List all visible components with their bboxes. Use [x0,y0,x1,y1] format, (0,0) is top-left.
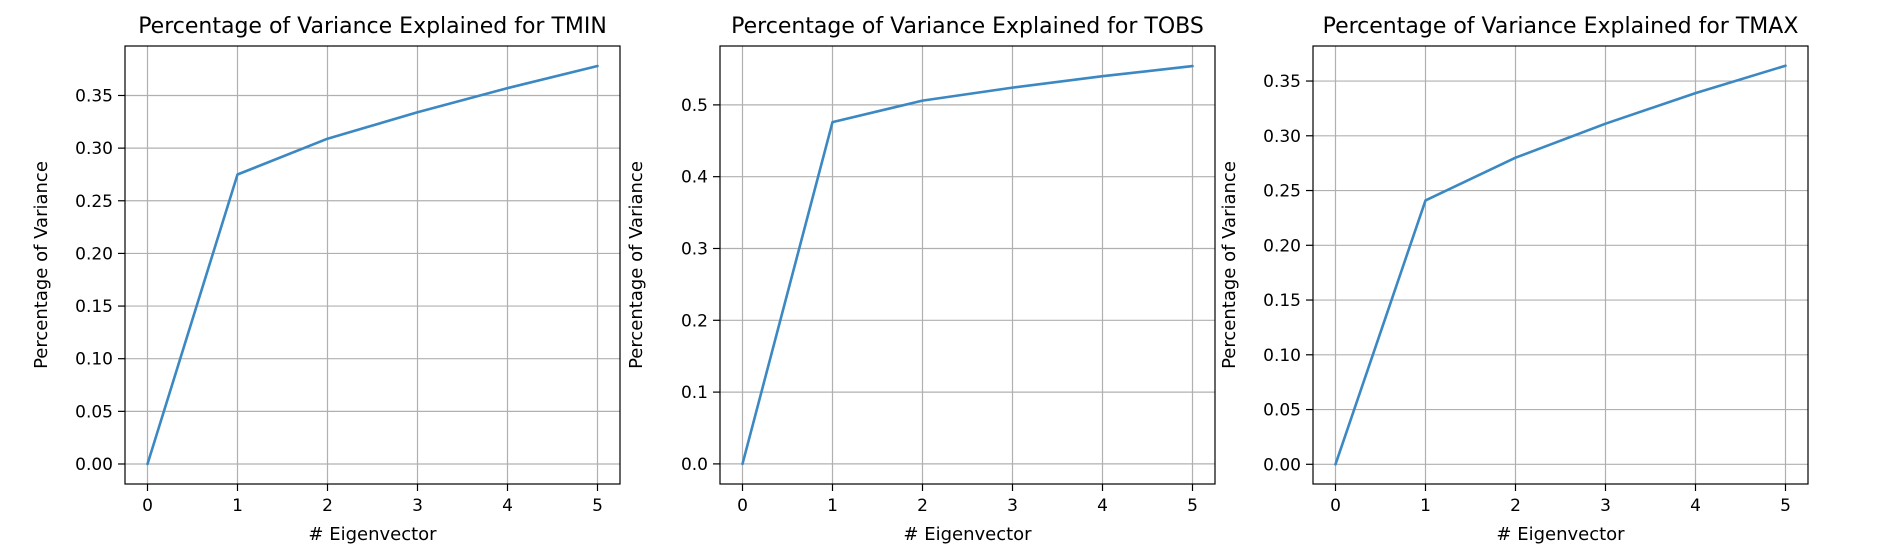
y-tick-label: 0.2 [681,311,708,331]
y-tick-label: 0.30 [1263,127,1301,147]
x-tick-label: 3 [1600,496,1611,516]
x-tick-label: 2 [1510,496,1521,516]
y-axis-label: Percentage of Variance [626,161,647,369]
chart-panel-3: 0 1 2 3 4 5 0.00 0.05 0.10 0.15 0.20 0.25 0.30 0.35 Pe… [1219,14,1809,545]
x-tick-label: 1 [232,496,243,516]
x-tick-label: 5 [592,496,603,516]
x-axis-label: # Eigenvector [1496,524,1625,545]
x-tick-label: 0 [1330,496,1341,516]
x-tick-label: 5 [1187,496,1198,516]
y-tick-label: 0.35 [75,86,113,106]
y-tick-label: 0.10 [75,350,113,370]
y-tick-label: 0.25 [75,192,113,212]
y-tick-label: 0.35 [1263,72,1301,92]
axes-frame [1312,45,1809,485]
x-tick-label: 5 [1780,496,1791,516]
y-tick-label: 0.10 [1263,346,1301,366]
x-tick-label: 3 [412,496,423,516]
x-tick-label: 0 [142,496,153,516]
y-tick-label: 0.05 [75,402,113,422]
x-tick-label: 2 [917,496,928,516]
x-tick-label: 0 [737,496,748,516]
axes-frame [719,45,1216,485]
y-tick-label: 0.05 [1263,401,1301,421]
y-tick-label: 0.30 [75,139,113,159]
y-tick-label: 0.00 [75,455,113,475]
y-tick-label: 0.00 [1263,455,1301,475]
x-axis-label: # Eigenvector [903,524,1032,545]
y-axis-label: Percentage of Variance [1219,161,1240,369]
y-tick-label: 0.20 [1263,236,1301,256]
y-tick-label: 0.15 [75,297,113,317]
y-tick-label: 0.0 [681,455,708,475]
x-tick-label: 1 [827,496,838,516]
series-line [741,64,1194,466]
series-line [146,64,599,466]
y-tick-label: 0.20 [75,244,113,264]
series-line [1334,64,1787,466]
x-tick-label: 4 [502,496,513,516]
y-tick-label: 0.3 [681,239,708,259]
axes-frame [124,45,621,485]
chart-panel-1: 0 1 2 3 4 5 0.00 0.05 0.10 0.15 0.20 0.25 0.30 0.35 Pe… [31,14,621,545]
y-tick-label: 0.4 [681,168,708,188]
x-tick-label: 3 [1007,496,1018,516]
chart-title: Percentage of Variance Explained for TOB… [731,14,1204,39]
x-tick-label: 2 [322,496,333,516]
y-tick-label: 0.25 [1263,182,1301,202]
chart-title: Percentage of Variance Explained for TMA… [1323,14,1799,39]
x-axis-label: # Eigenvector [308,524,437,545]
chart-title: Percentage of Variance Explained for TMI… [138,14,607,39]
y-axis-label: Percentage of Variance [31,161,52,369]
chart-panel-2: 0 1 2 3 4 5 0.0 0.1 0.2 0.3 0.4 0.5 Percentage of Va… [626,14,1216,545]
x-tick-label: 1 [1420,496,1431,516]
x-tick-label: 4 [1097,496,1108,516]
x-tick-label: 4 [1690,496,1701,516]
y-tick-label: 0.1 [681,383,708,403]
y-tick-label: 0.5 [681,96,708,116]
y-tick-label: 0.15 [1263,291,1301,311]
